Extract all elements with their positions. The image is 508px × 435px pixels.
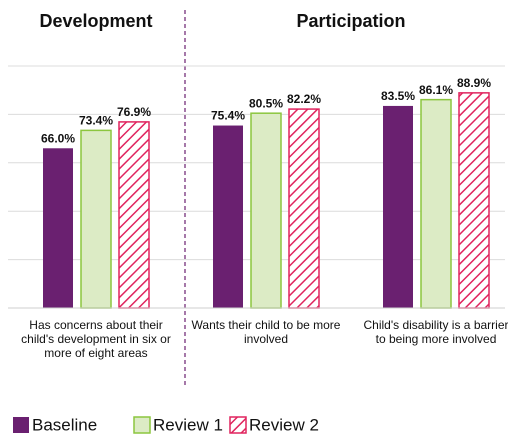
value-label: 82.2%: [287, 92, 321, 106]
bar: [118, 121, 150, 309]
value-label: 80.5%: [249, 96, 283, 110]
legend-label: Review 2: [249, 415, 319, 434]
bar: [80, 129, 112, 309]
value-label: 83.5%: [381, 89, 415, 103]
category-label: Wants their child to be more involved: [191, 318, 341, 346]
bar: [420, 98, 452, 309]
bar: [43, 148, 73, 308]
value-label: 66.0%: [41, 131, 75, 145]
bar: [250, 112, 282, 309]
value-label: 88.9%: [457, 76, 491, 90]
legend-swatch: [229, 416, 247, 434]
legend-swatch: [133, 416, 151, 434]
value-label: 75.4%: [211, 109, 245, 123]
category-label: Child's disability is a barrier to being…: [363, 318, 508, 346]
value-label: 73.4%: [79, 114, 113, 128]
bar: [288, 108, 320, 309]
category-label: Has concerns about their child's develop…: [21, 318, 171, 360]
bar: [383, 105, 413, 309]
section-title: Participation: [296, 11, 405, 31]
legend-label: Baseline: [32, 415, 97, 434]
value-label: 76.9%: [117, 105, 151, 119]
legend-label: Review 1: [153, 415, 223, 434]
section-title: Development: [39, 11, 152, 31]
legend-swatch: [13, 417, 29, 433]
value-label: 86.1%: [419, 83, 453, 97]
bar: [213, 125, 243, 308]
bar: [458, 92, 490, 309]
